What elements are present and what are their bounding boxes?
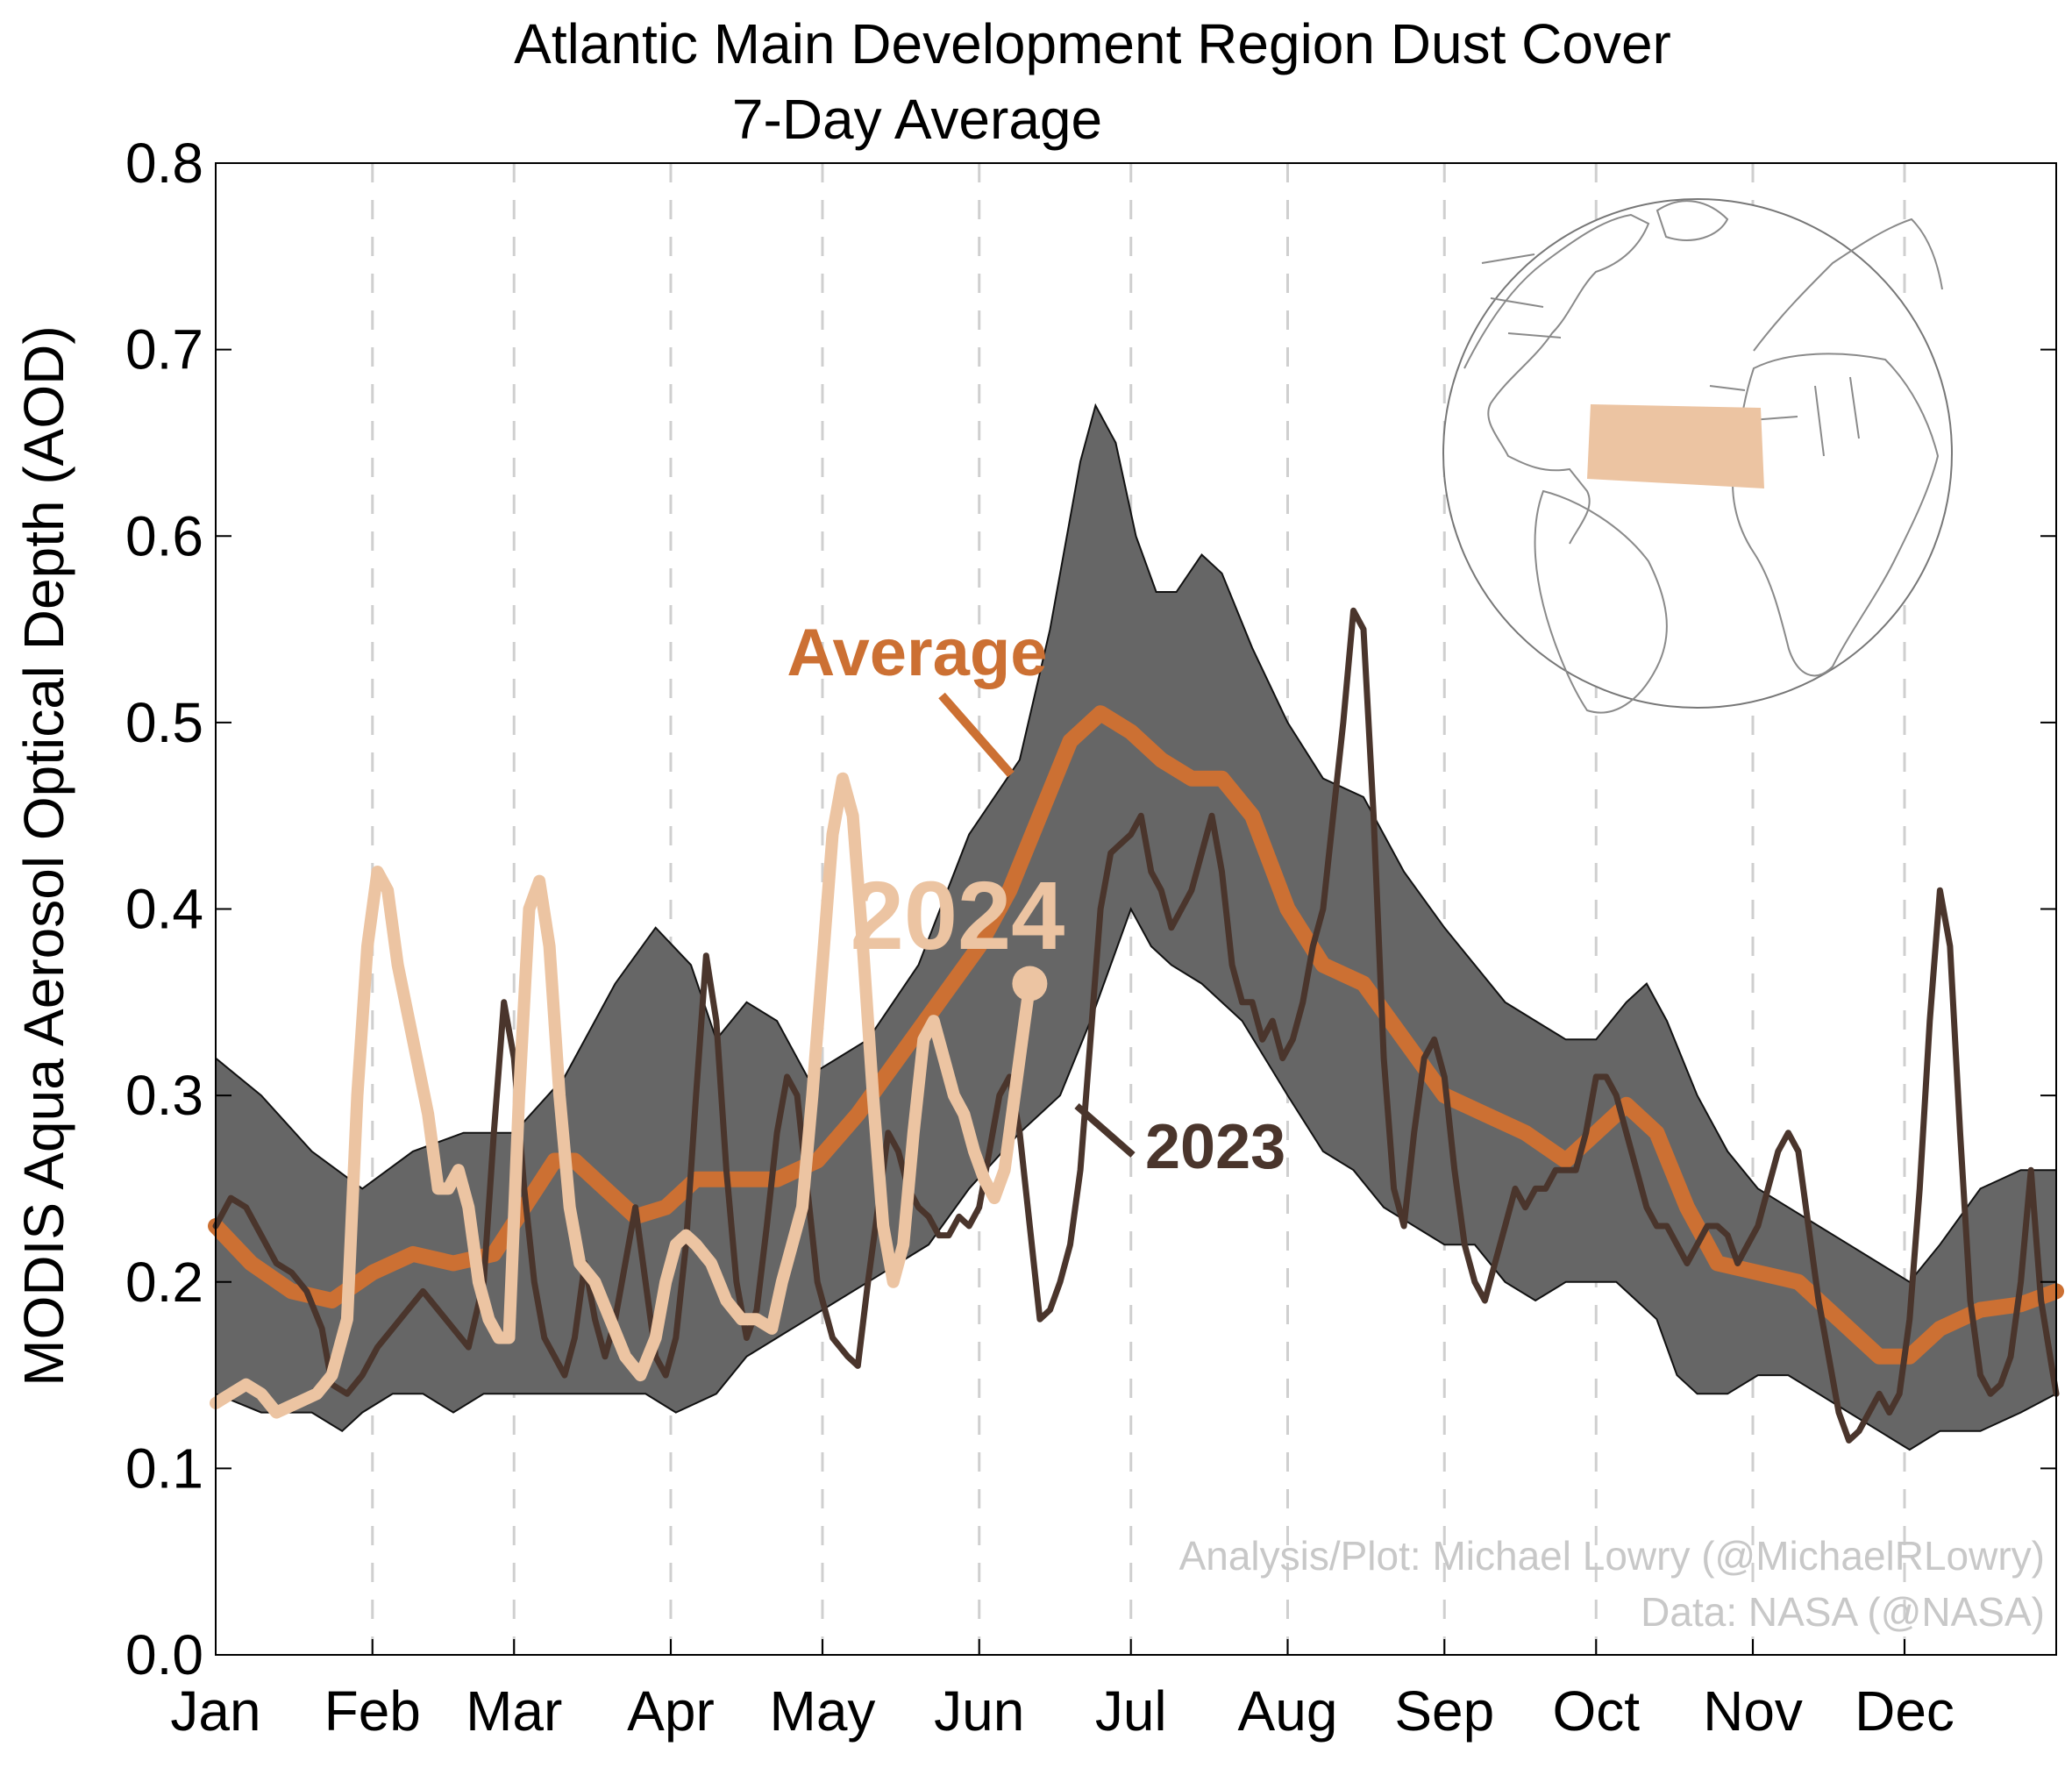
ytick-label: 0.6 bbox=[125, 504, 203, 567]
x-ticks: Jan Feb Mar Apr May Jun Jul Aug Sep Oct Nov Dec bbox=[170, 1639, 1955, 1743]
xtick-label-nov: Nov bbox=[1703, 1679, 1803, 1743]
average-annotation: Average bbox=[787, 616, 1047, 690]
xtick-label-jan: Jan bbox=[170, 1679, 260, 1743]
ytick-label: 0.0 bbox=[125, 1623, 203, 1686]
xtick-label-feb: Feb bbox=[324, 1679, 421, 1743]
ytick-label: 0.1 bbox=[125, 1436, 203, 1500]
annotation-2024: 2024 bbox=[851, 862, 1065, 970]
line-2023 bbox=[212, 607, 2060, 1444]
xtick-label-mar: Mar bbox=[466, 1679, 562, 1743]
chart-subtitle: 7-Day Average bbox=[732, 88, 1102, 151]
leader-2023 bbox=[1074, 1102, 1136, 1158]
series-layer bbox=[208, 607, 2064, 1444]
xtick-label-jul: Jul bbox=[1095, 1679, 1167, 1743]
annotation-2023: 2023 bbox=[1145, 1112, 1285, 1182]
xtick-label-aug: Aug bbox=[1238, 1679, 1338, 1743]
ytick-label: 0.7 bbox=[125, 318, 203, 381]
ytick-label: 0.8 bbox=[125, 132, 203, 195]
xtick-label-apr: Apr bbox=[627, 1679, 715, 1743]
xtick-label-dec: Dec bbox=[1855, 1679, 1955, 1743]
average-leader bbox=[938, 692, 1015, 778]
xtick-label-oct: Oct bbox=[1552, 1679, 1640, 1743]
credit-data: Data: NASA (@NASA) bbox=[1641, 1589, 2045, 1635]
xtick-label-sep: Sep bbox=[1394, 1679, 1494, 1743]
globe-inset bbox=[1442, 198, 1953, 714]
average-line bbox=[208, 705, 2064, 1365]
globe-coastlines bbox=[1463, 200, 1943, 714]
xtick-label-may: May bbox=[770, 1679, 876, 1743]
mdr-region-highlight bbox=[1587, 404, 1764, 488]
y-ticks: 0.0 0.1 0.2 0.3 0.4 0.5 0.6 0.7 0.8 bbox=[125, 132, 2056, 1686]
line-2024 bbox=[210, 772, 1036, 1419]
y-axis-label: MODIS Aqua Aerosol Optical Depth (AOD) bbox=[12, 325, 75, 1386]
xtick-label-jun: Jun bbox=[934, 1679, 1024, 1743]
ytick-label: 0.2 bbox=[125, 1251, 203, 1314]
ytick-label: 0.3 bbox=[125, 1064, 203, 1127]
ytick-label: 0.5 bbox=[125, 691, 203, 754]
ytick-label: 0.4 bbox=[125, 878, 203, 941]
credit-analysis: Analysis/Plot: Michael Lowry (@MichaelRL… bbox=[1179, 1533, 2045, 1579]
chart-title: Atlantic Main Development Region Dust Co… bbox=[514, 12, 1671, 75]
endpoint-2024 bbox=[1012, 966, 1048, 1002]
